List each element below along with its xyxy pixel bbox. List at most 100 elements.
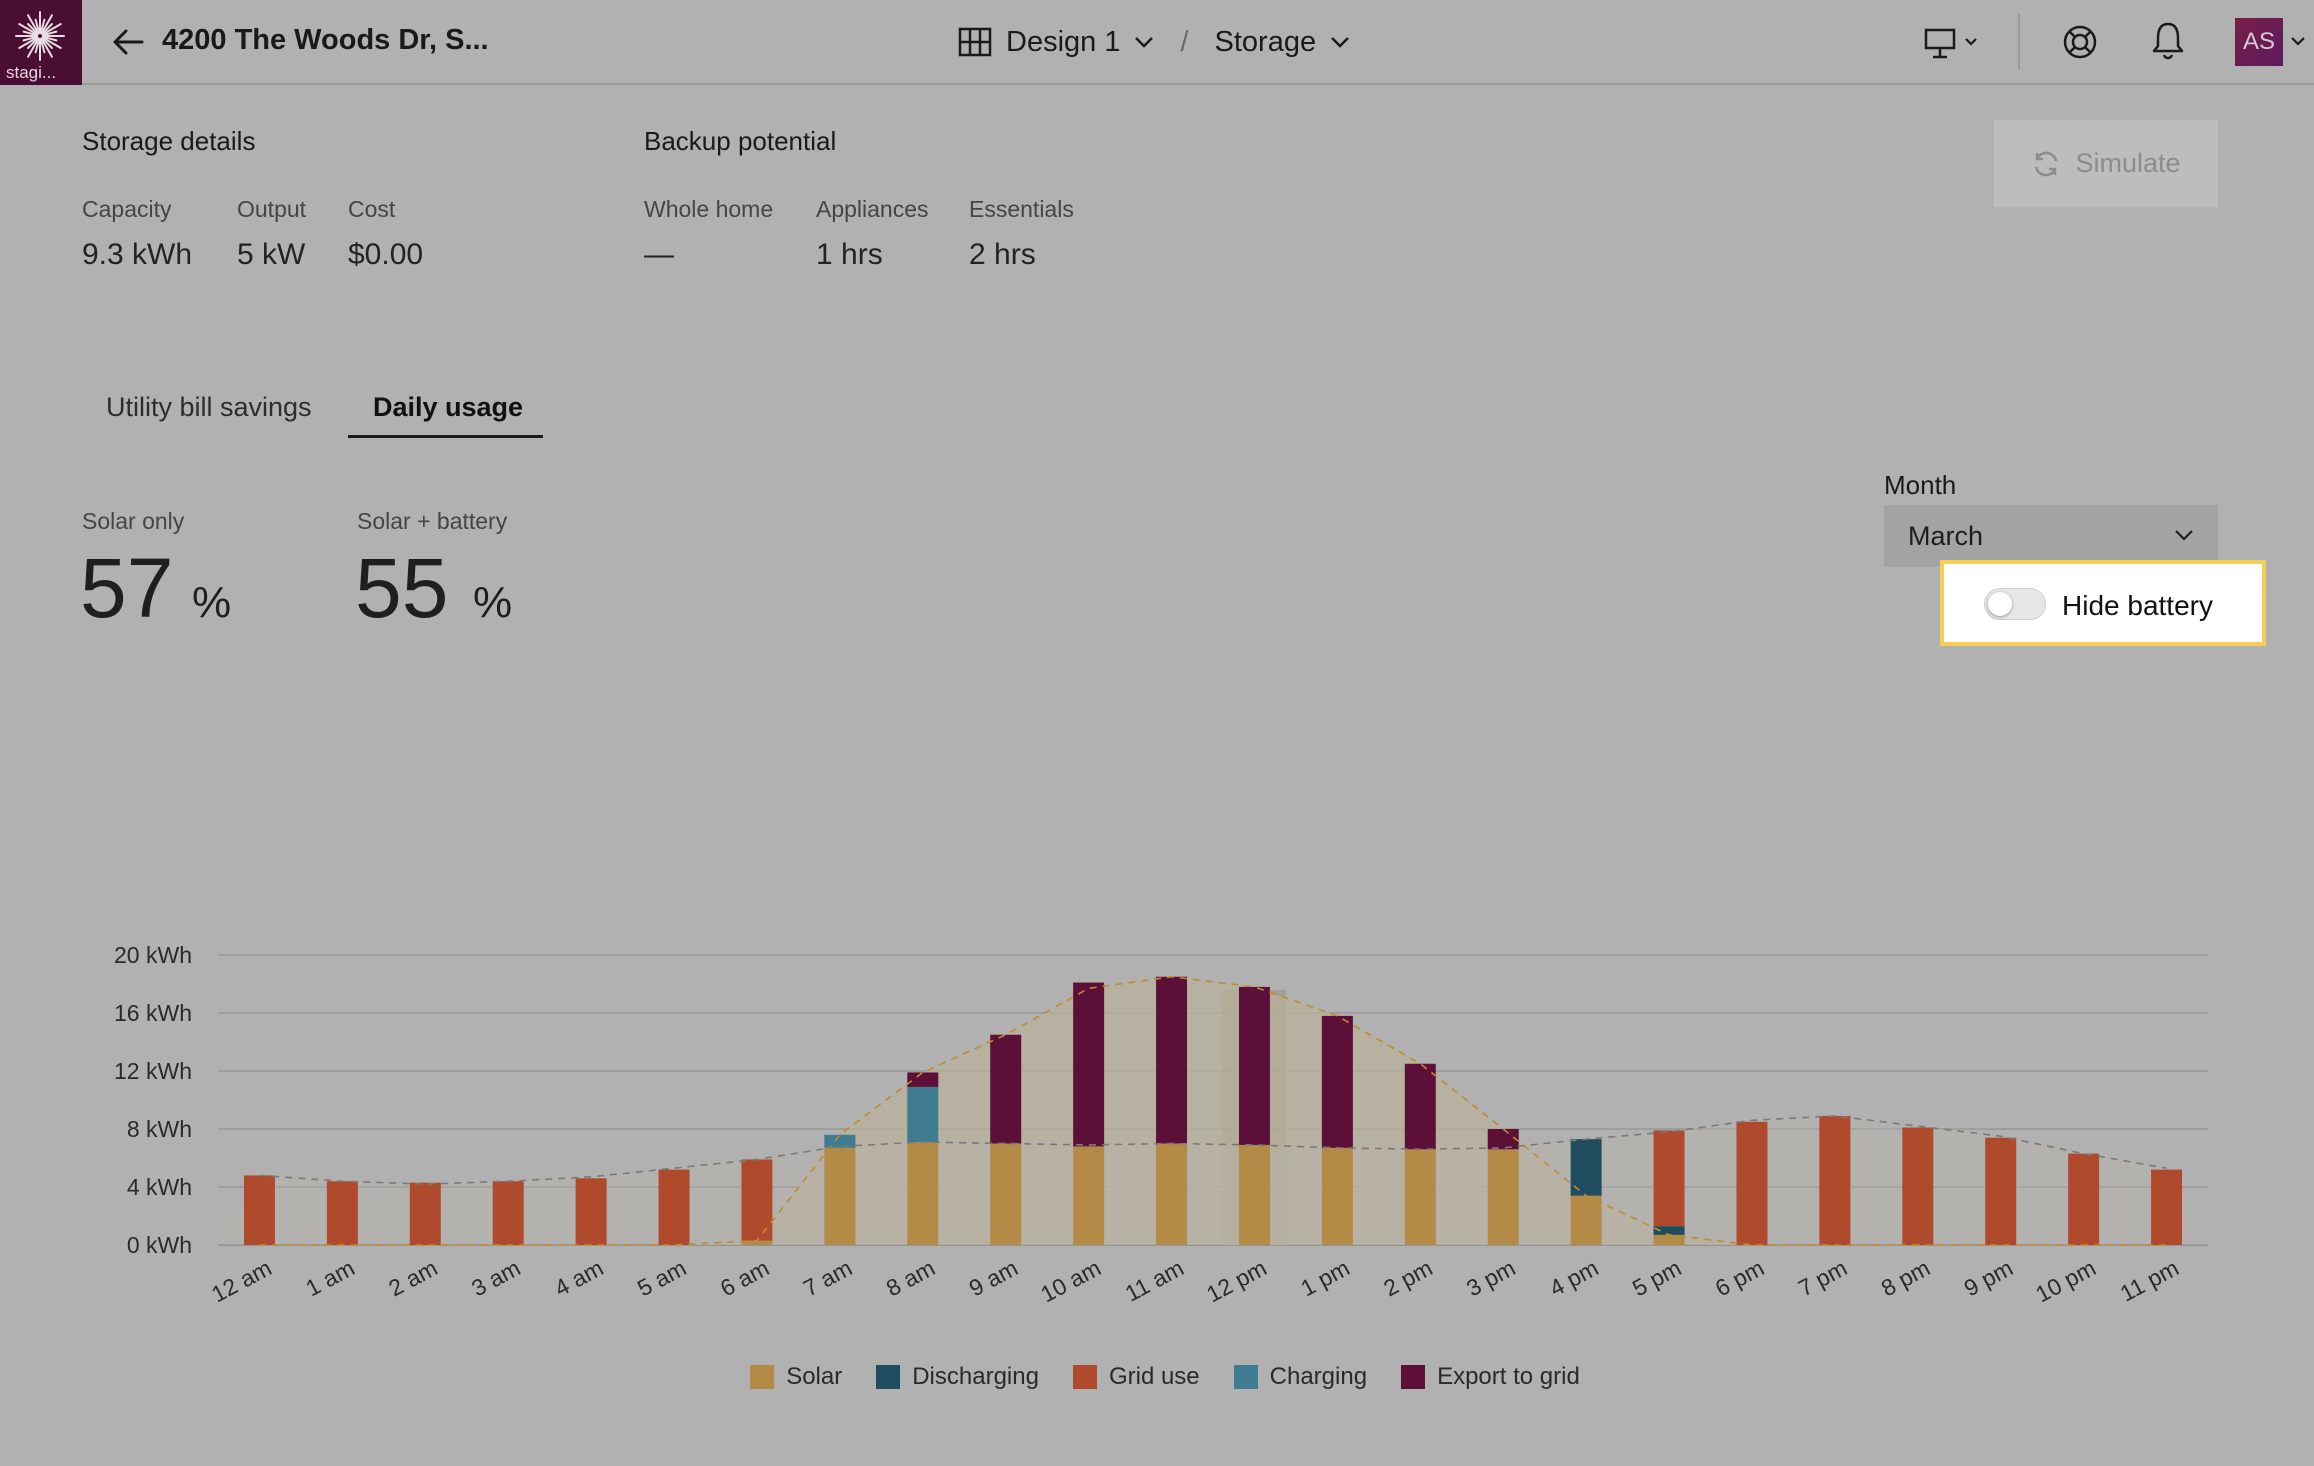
back-button[interactable]	[110, 24, 150, 60]
bar-solar[interactable]	[1238, 1144, 1270, 1245]
x-tick-label: 2 am	[384, 1254, 441, 1301]
bar-grid-use[interactable]	[1819, 1115, 1851, 1245]
bar-solar[interactable]	[1570, 1195, 1602, 1245]
legend-item[interactable]: Solar	[750, 1363, 842, 1391]
bar-solar[interactable]	[1653, 1234, 1685, 1245]
app-logo[interactable]: stagi...	[0, 0, 82, 85]
bar-export-to-grid[interactable]	[990, 1034, 1022, 1144]
bar-discharging[interactable]	[1653, 1226, 1685, 1235]
bar-grid-use[interactable]	[1902, 1127, 1934, 1245]
bar-grid-use[interactable]	[243, 1175, 275, 1245]
breadcrumb: Design 1 / Storage	[958, 22, 1350, 62]
bar-solar[interactable]	[1321, 1147, 1353, 1245]
chevron-down-icon[interactable]	[1134, 36, 1154, 48]
project-address[interactable]: 4200 The Woods Dr, S...	[162, 24, 489, 56]
capacity-value: 9.3 kWh	[82, 238, 193, 271]
bar-export-to-grid[interactable]	[1487, 1129, 1519, 1150]
overlay-line	[259, 975, 2167, 1246]
bar-solar[interactable]	[1156, 1143, 1188, 1246]
overlay-area	[218, 1115, 2208, 1245]
legend-swatch	[1072, 1365, 1097, 1389]
bar-grid-use[interactable]	[409, 1182, 441, 1245]
bar-solar[interactable]	[741, 1240, 773, 1245]
solar-battery-label: Solar + battery	[357, 508, 508, 534]
x-tick-label: 7 pm	[1794, 1254, 1851, 1301]
bar-grid-use[interactable]	[1985, 1137, 2017, 1245]
chevron-down-icon	[2175, 530, 2193, 541]
bar-export-to-grid[interactable]	[1156, 976, 1188, 1144]
x-tick-label: 8 pm	[1877, 1254, 1934, 1301]
user-avatar[interactable]: AS	[2235, 18, 2283, 66]
y-tick-label: 16 kWh	[114, 1000, 192, 1026]
bar-export-to-grid[interactable]	[1404, 1063, 1436, 1150]
appliances-value: 1 hrs	[816, 238, 883, 271]
tab-daily-usage[interactable]: Daily usage	[373, 392, 524, 422]
x-tick-label: 6 pm	[1711, 1254, 1768, 1301]
bar-export-to-grid[interactable]	[1321, 1015, 1353, 1148]
bar-grid-use[interactable]	[658, 1169, 690, 1245]
solar-battery-unit: %	[473, 578, 513, 627]
section-selector[interactable]: Storage	[1214, 25, 1317, 58]
hide-battery-toggle-container[interactable]: Hide battery	[1940, 560, 2266, 646]
presentation-icon	[1924, 28, 1977, 59]
bar-solar[interactable]	[1404, 1149, 1436, 1245]
legend-swatch	[1401, 1365, 1426, 1389]
bar-export-to-grid[interactable]	[907, 1072, 939, 1087]
solar-battery-value: 55	[355, 541, 449, 635]
overlay-line	[259, 1115, 2167, 1185]
bar-charging[interactable]	[907, 1086, 939, 1143]
x-tick-label: 12 am	[207, 1254, 276, 1307]
lifebuoy-icon	[2063, 25, 2097, 59]
essentials-label: Essentials	[969, 196, 1074, 222]
legend-item[interactable]: Export to grid	[1401, 1363, 1580, 1391]
x-tick-label: 4 am	[550, 1254, 607, 1301]
solar-only-unit: %	[192, 578, 232, 627]
overlay-area	[218, 976, 2208, 1245]
legend-label: Discharging	[912, 1363, 1039, 1390]
bar-grid-use[interactable]	[575, 1178, 607, 1245]
legend-item[interactable]: Grid use	[1072, 1363, 1200, 1391]
legend-label: Solar	[786, 1363, 843, 1390]
notifications-button[interactable]	[2150, 20, 2186, 62]
tab-utility-bill-savings[interactable]: Utility bill savings	[106, 392, 312, 422]
presentation-button[interactable]	[1922, 24, 1982, 62]
x-tick-label: 2 pm	[1379, 1254, 1436, 1301]
bar-solar[interactable]	[1073, 1146, 1105, 1245]
bar-grid-use[interactable]	[1736, 1121, 1768, 1245]
simulate-button[interactable]: Simulate	[1994, 120, 2218, 207]
chevron-down-icon[interactable]	[2290, 36, 2306, 46]
x-tick-label: 1 pm	[1296, 1254, 1353, 1301]
legend-item[interactable]: Charging	[1233, 1363, 1367, 1391]
appliances-label: Appliances	[816, 196, 929, 222]
output-label: Output	[237, 196, 307, 222]
bar-grid-use[interactable]	[2151, 1169, 2183, 1245]
bar-charging[interactable]	[824, 1134, 856, 1148]
toolbar-divider	[2018, 14, 2020, 70]
month-select[interactable]: March	[1884, 505, 2218, 567]
bar-solar[interactable]	[1487, 1149, 1519, 1245]
output-value: 5 kW	[237, 238, 306, 271]
hide-battery-toggle[interactable]	[1984, 588, 2046, 620]
bar-discharging[interactable]	[1570, 1139, 1602, 1196]
x-tick-label: 3 pm	[1462, 1254, 1519, 1301]
simulate-label: Simulate	[2075, 148, 2181, 178]
help-button[interactable]	[2062, 22, 2098, 62]
bar-solar[interactable]	[990, 1143, 1022, 1246]
bar-grid-use[interactable]	[2068, 1153, 2100, 1245]
bar-export-to-grid[interactable]	[1073, 982, 1105, 1147]
y-tick-label: 20 kWh	[114, 942, 192, 968]
legend-item[interactable]: Discharging	[876, 1363, 1039, 1391]
bar-export-to-grid[interactable]	[1238, 986, 1270, 1145]
logo-text: stagi...	[6, 63, 57, 82]
arrow-left-icon	[113, 29, 144, 55]
bar-grid-use[interactable]	[741, 1159, 773, 1241]
bar-grid-use[interactable]	[326, 1181, 358, 1245]
chart-legend: Solar Discharging Grid use Charging Export t…	[0, 1363, 2314, 1391]
bar-grid-use[interactable]	[492, 1181, 524, 1245]
x-tick-label: 5 pm	[1628, 1254, 1685, 1301]
bar-solar[interactable]	[824, 1147, 856, 1245]
bar-solar[interactable]	[907, 1142, 939, 1245]
design-selector[interactable]: Design 1	[1006, 25, 1121, 58]
bar-grid-use[interactable]	[1653, 1130, 1685, 1227]
chevron-down-icon[interactable]	[1330, 36, 1350, 48]
